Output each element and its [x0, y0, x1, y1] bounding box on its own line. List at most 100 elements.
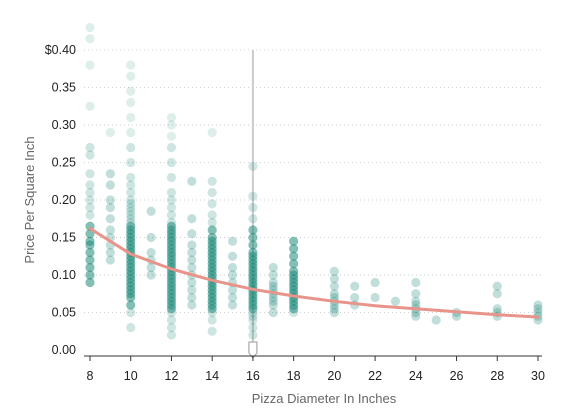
- x-tick-label: 30: [531, 369, 545, 383]
- x-tick-label: 16: [246, 369, 260, 383]
- data-point: [248, 202, 258, 213]
- data-point: [166, 330, 177, 340]
- data-point: [268, 270, 278, 280]
- data-point: [85, 169, 95, 179]
- data-point: [329, 281, 339, 291]
- data-point: [126, 214, 136, 224]
- x-tick-label: 28: [490, 369, 504, 383]
- data-point: [227, 285, 238, 295]
- data-point: [492, 304, 502, 314]
- data-point: [166, 157, 177, 168]
- data-point: [105, 225, 115, 235]
- x-tick-label: 26: [450, 369, 464, 383]
- y-tick-label: 0.20: [52, 193, 76, 207]
- y-axis: 0.00 0.05 0.10 0.15 0.20 0.25 0.30 0.35 $0.40: [45, 43, 76, 357]
- data-point: [248, 232, 258, 243]
- data-point: [329, 266, 339, 276]
- y-tick-label: 0.35: [52, 81, 76, 95]
- x-tick-label: 8: [87, 369, 94, 383]
- data-point: [105, 127, 115, 138]
- data-point: [207, 210, 217, 220]
- data-point: [227, 236, 238, 246]
- data-point: [85, 255, 95, 265]
- data-point: [248, 191, 258, 201]
- data-point: [350, 292, 360, 303]
- data-point: [126, 206, 136, 216]
- y-tick-label: 0.00: [52, 343, 76, 357]
- data-point: [85, 262, 95, 273]
- x-tick-label: 24: [409, 369, 423, 383]
- data-point: [411, 296, 421, 306]
- data-point: [207, 307, 217, 318]
- x-tick-label: 20: [327, 369, 341, 383]
- data-point: [370, 292, 380, 303]
- data-point: [126, 210, 136, 220]
- data-point: [227, 300, 238, 310]
- data-point: [187, 300, 197, 310]
- data-point: [187, 214, 197, 224]
- data-point: [85, 187, 95, 198]
- data-point: [166, 202, 177, 213]
- data-point: [207, 199, 217, 209]
- scatter-points: [85, 22, 543, 340]
- data-point: [85, 247, 95, 258]
- data-point: [492, 281, 502, 291]
- data-point: [248, 225, 258, 235]
- data-point: [126, 157, 136, 168]
- data-point: [166, 172, 177, 183]
- trend-line: [88, 227, 540, 319]
- data-point: [85, 240, 95, 250]
- data-point: [207, 217, 217, 228]
- data-point: [248, 161, 258, 171]
- data-point: [248, 240, 258, 250]
- data-point: [289, 244, 299, 254]
- data-point: [248, 311, 258, 321]
- data-point: [166, 195, 177, 205]
- data-point: [248, 315, 258, 325]
- data-point: [146, 232, 156, 243]
- data-point: [85, 195, 95, 205]
- data-point: [85, 202, 95, 213]
- data-point: [146, 262, 156, 273]
- data-point: [166, 304, 177, 314]
- data-point: [268, 262, 278, 273]
- data-point: [187, 285, 197, 295]
- data-point: [126, 142, 136, 153]
- data-point: [126, 180, 136, 190]
- data-point: [268, 296, 278, 306]
- data-point: [146, 270, 156, 280]
- data-point: [105, 255, 115, 265]
- data-point: [105, 247, 115, 258]
- data-point: [370, 277, 380, 288]
- data-point: [85, 277, 95, 288]
- data-point: [207, 304, 217, 314]
- data-point: [431, 315, 441, 325]
- data-point: [248, 304, 258, 314]
- data-point: [289, 259, 299, 269]
- data-point: [411, 311, 421, 321]
- data-point: [126, 97, 136, 108]
- data-point: [126, 292, 136, 303]
- x-axis-title: Pizza Diameter In Inches: [252, 391, 397, 406]
- data-point: [166, 315, 177, 325]
- data-point: [85, 142, 95, 153]
- data-point: [207, 127, 217, 138]
- data-point: [85, 270, 95, 280]
- data-point: [329, 274, 339, 284]
- data-point: [227, 262, 238, 273]
- data-point: [126, 60, 136, 70]
- data-point: [146, 247, 156, 258]
- data-point: [268, 307, 278, 318]
- data-point: [248, 322, 258, 333]
- y-tick-label: 0.10: [52, 268, 76, 282]
- data-point: [289, 304, 299, 314]
- data-point: [207, 187, 217, 198]
- trend-curve: [88, 227, 540, 319]
- x-tick-label: 18: [287, 369, 301, 383]
- data-point: [248, 214, 258, 224]
- data-point: [126, 127, 136, 138]
- y-tick-label: 0.15: [52, 231, 76, 245]
- y-axis-title: Price Per Square Inch: [22, 136, 37, 263]
- data-point: [126, 172, 136, 183]
